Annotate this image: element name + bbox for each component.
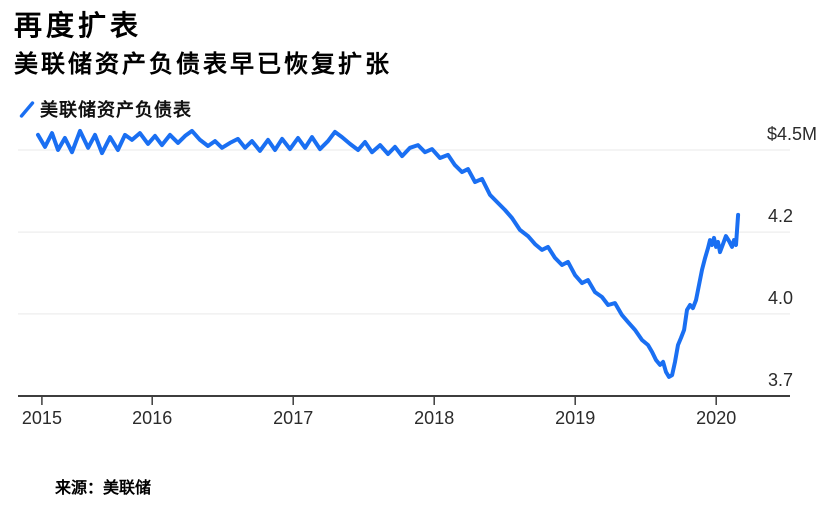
legend-label: 美联储资产负债表: [40, 100, 192, 120]
balance-sheet-line: [36, 128, 741, 379]
x-axis-label: 2017: [273, 408, 314, 428]
x-axis-label: 2018: [414, 408, 455, 428]
legend-line-icon: [19, 100, 35, 118]
x-axis-label: 2015: [21, 408, 62, 428]
x-axis-label: 2019: [555, 408, 596, 428]
x-axis-label: 2016: [132, 408, 173, 428]
x-axis-label: 2020: [696, 408, 737, 428]
source-note: 来源：美联储: [55, 480, 152, 497]
chart-title: 再度扩表: [14, 11, 143, 42]
chart-subtitle: 美联储资产负债表早已恢复扩张: [14, 52, 392, 78]
y-axis-label: $4.5M: [766, 124, 817, 144]
legend: 美联储资产负债表: [19, 96, 192, 122]
y-axis-label: 3.7: [767, 370, 793, 390]
y-axis-label: 4.2: [767, 206, 793, 227]
y-axis-label: 4.0: [767, 287, 793, 308]
